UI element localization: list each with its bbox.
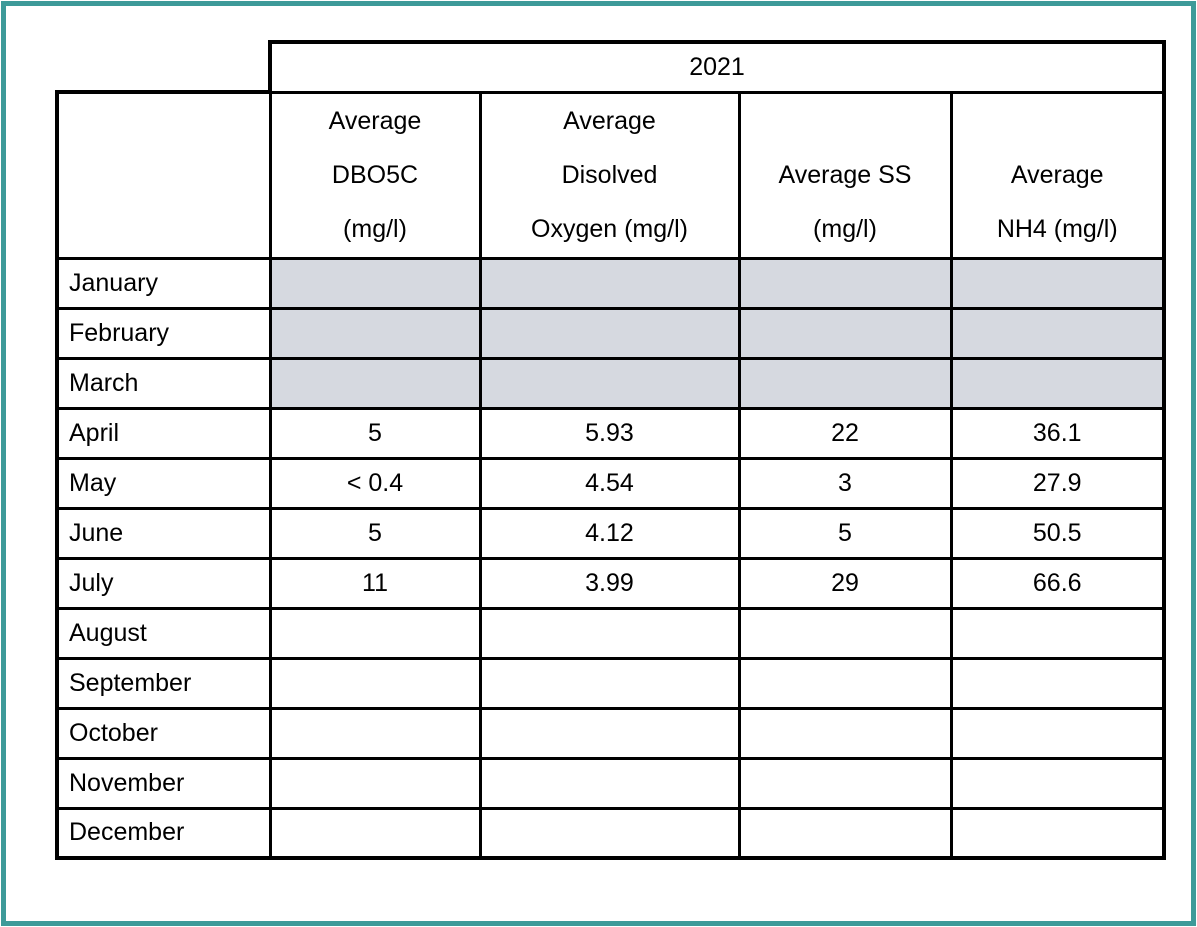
column-header-avg-disolved-oxygen: Average Disolved Oxygen (mg/l)	[478, 90, 741, 260]
value-cell	[737, 706, 953, 760]
month-row-december: December	[55, 806, 1166, 860]
value-cell	[478, 306, 741, 360]
value-cell	[478, 806, 741, 860]
value-cell: < 0.4	[268, 456, 482, 510]
value-cell	[478, 656, 741, 710]
value-cell: 3	[737, 456, 953, 510]
column-header-avg-dbo5c: Average DBO5C (mg/l)	[268, 90, 482, 260]
value-cell	[268, 756, 482, 810]
table-body: January February March April 5 5.93 22 36.1 May <…	[55, 256, 1166, 860]
value-cell	[737, 306, 953, 360]
value-cell: 4.54	[478, 456, 741, 510]
value-cell	[268, 706, 482, 760]
value-cell: 4.12	[478, 506, 741, 560]
water-quality-table: 2021 Average DBO5C (mg/l) Average Disolved Ox…	[55, 40, 1166, 860]
value-cell	[949, 756, 1166, 810]
month-label: September	[55, 656, 272, 710]
value-cell: 29	[737, 556, 953, 610]
value-cell: 5	[268, 506, 482, 560]
value-cell	[268, 256, 482, 310]
month-label: July	[55, 556, 272, 610]
spacer-cell	[57, 42, 272, 92]
value-cell	[949, 806, 1166, 860]
value-cell: 5	[737, 506, 953, 560]
value-cell	[737, 806, 953, 860]
value-cell: 36.1	[949, 406, 1166, 460]
month-label: June	[55, 506, 272, 560]
month-row-march: March	[55, 356, 1166, 410]
month-row-september: September	[55, 656, 1166, 710]
corner-cell	[55, 90, 272, 260]
value-cell	[268, 656, 482, 710]
value-cell	[478, 756, 741, 810]
month-row-february: February	[55, 306, 1166, 360]
value-cell	[268, 356, 482, 410]
value-cell	[268, 606, 482, 660]
value-cell	[949, 656, 1166, 710]
month-label: May	[55, 456, 272, 510]
month-row-july: July 11 3.99 29 66.6	[55, 556, 1166, 610]
value-cell	[737, 606, 953, 660]
month-label: April	[55, 406, 272, 460]
month-row-january: January	[55, 256, 1166, 310]
value-cell: 5	[268, 406, 482, 460]
value-cell	[949, 706, 1166, 760]
year-row: 2021	[57, 40, 1166, 94]
month-label: February	[55, 306, 272, 360]
month-row-june: June 5 4.12 5 50.5	[55, 506, 1166, 560]
month-label: November	[55, 756, 272, 810]
value-cell: 22	[737, 406, 953, 460]
value-cell	[478, 356, 741, 410]
month-label: March	[55, 356, 272, 410]
value-cell	[268, 806, 482, 860]
month-row-may: May < 0.4 4.54 3 27.9	[55, 456, 1166, 510]
value-cell	[478, 256, 741, 310]
value-cell	[949, 256, 1166, 310]
value-cell	[949, 606, 1166, 660]
value-cell: 11	[268, 556, 482, 610]
value-cell	[737, 656, 953, 710]
value-cell: 3.99	[478, 556, 741, 610]
value-cell	[949, 306, 1166, 360]
value-cell	[478, 606, 741, 660]
value-cell	[737, 356, 953, 410]
value-cell	[478, 706, 741, 760]
month-label: December	[55, 806, 272, 860]
month-row-august: August	[55, 606, 1166, 660]
column-header-row: Average DBO5C (mg/l) Average Disolved Oxygen …	[55, 90, 1166, 260]
value-cell: 5.93	[478, 406, 741, 460]
month-label: October	[55, 706, 272, 760]
value-cell: 50.5	[949, 506, 1166, 560]
month-row-october: October	[55, 706, 1166, 760]
value-cell	[268, 306, 482, 360]
column-header-avg-ss: Average SS (mg/l)	[737, 90, 953, 260]
month-label: August	[55, 606, 272, 660]
year-header: 2021	[268, 40, 1166, 94]
value-cell: 27.9	[949, 456, 1166, 510]
column-header-avg-nh4: Average NH4 (mg/l)	[949, 90, 1166, 260]
value-cell	[737, 256, 953, 310]
month-label: January	[55, 256, 272, 310]
month-row-november: November	[55, 756, 1166, 810]
value-cell	[737, 756, 953, 810]
value-cell	[949, 356, 1166, 410]
value-cell: 66.6	[949, 556, 1166, 610]
month-row-april: April 5 5.93 22 36.1	[55, 406, 1166, 460]
